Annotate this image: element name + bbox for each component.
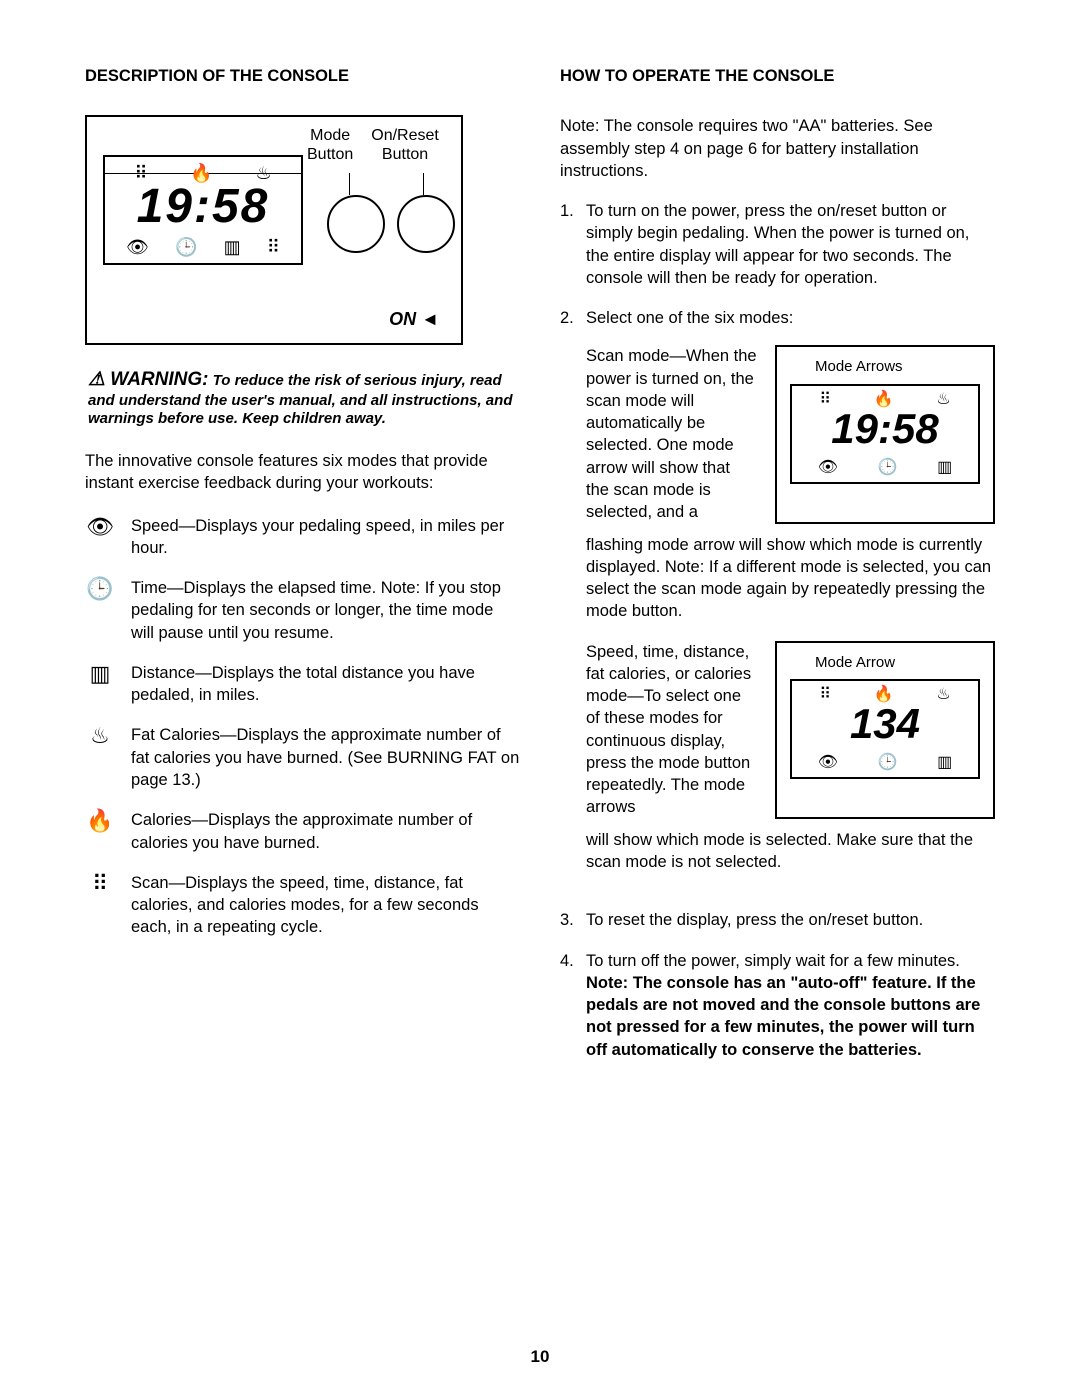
step-4: 4. To turn off the power, simply wait fo… [560, 950, 995, 1061]
mode-text: Time—Displays the elapsed time. Note: If… [131, 577, 520, 644]
time-icon: 🕒 [85, 577, 115, 644]
inset2-label: Mode Arrow [815, 653, 983, 673]
mode-item-time: 🕒 Time—Displays the elapsed time. Note: … [85, 577, 520, 644]
page-number: 10 [0, 1347, 1080, 1367]
mode-item-calories: 🔥 Calories—Displays the approximate numb… [85, 809, 520, 854]
distance-icon: ▥ [937, 457, 952, 479]
scan-after-text: flashing mode arrow will show which mode… [586, 534, 995, 623]
left-heading: DESCRIPTION OF THE CONSOLE [85, 65, 520, 87]
onreset-button[interactable] [397, 195, 455, 253]
button-labels: Mode Button On/Reset Button [307, 127, 439, 164]
mode-item-distance: ▥ Distance—Displays the total distance y… [85, 662, 520, 707]
on-indicator: ON ◄ [389, 307, 439, 331]
scan-icon: ⠿ [85, 872, 115, 939]
step4-a: To turn off the power, simply wait for a… [586, 952, 960, 970]
distance-icon: ▥ [937, 752, 952, 774]
distance-icon: ▥ [224, 235, 241, 259]
inset1-label: Mode Arrows [815, 357, 983, 377]
step-body: To turn on the power, press the on/reset… [586, 200, 995, 289]
speed-icon: 👁 [818, 457, 838, 479]
step-body: To turn off the power, simply wait for a… [586, 950, 995, 1061]
distance-icon: ▥ [85, 662, 115, 707]
modes-inset: Speed, time, distance, fat calories, or … [586, 641, 995, 819]
step-2: 2. Select one of the six modes: Scan mod… [560, 307, 995, 891]
speed-icon: 👁 [818, 752, 838, 774]
inset1-value: 19:58 [792, 408, 978, 450]
mode-button-label-1: Mode [307, 127, 353, 145]
mode-text: Calories—Displays the approximate number… [131, 809, 520, 854]
modes-inset-text: Speed, time, distance, fat calories, or … [586, 641, 757, 819]
left-column: DESCRIPTION OF THE CONSOLE Mode Button O… [85, 65, 520, 1079]
inset1-display: ⠿ 🔥 ♨ 19:58 👁 🕒 ▥ [790, 384, 980, 484]
warning-box: ⚠ WARNING: To reduce the risk of serious… [88, 369, 517, 428]
mode-item-fatcal: ♨ Fat Calories—Displays the approximate … [85, 724, 520, 791]
console-diagram: Mode Button On/Reset Button ⠿ 🔥 ♨ 19:58 [85, 115, 463, 345]
modes-after-text: will show which mode is selected. Make s… [586, 829, 995, 874]
mode-button[interactable] [327, 195, 385, 253]
intro-text: The innovative console features six mode… [85, 450, 520, 495]
right-column: HOW TO OPERATE THE CONSOLE Note: The con… [560, 65, 995, 1079]
mode-text: Scan—Displays the speed, time, distance,… [131, 872, 520, 939]
time-icon: 🕒 [878, 752, 898, 774]
step-1: 1. To turn on the power, press the on/re… [560, 200, 995, 289]
warning-lead: ⚠ WARNING: [88, 369, 208, 390]
scan2-icon: ⠿ [267, 235, 280, 259]
scan-inset-text: Scan mode—When the power is turned on, t… [586, 345, 757, 523]
mode-text: Fat Calories—Displays the approximate nu… [131, 724, 520, 791]
mode-item-scan: ⠿ Scan—Displays the speed, time, distanc… [85, 872, 520, 939]
inset-figure-1: Mode Arrows ⠿ 🔥 ♨ 19:58 👁 🕒 ▥ [775, 345, 995, 523]
speed-icon: 👁 [126, 235, 149, 259]
two-column-layout: DESCRIPTION OF THE CONSOLE Mode Button O… [85, 65, 995, 1079]
lcd-display: ⠿ 🔥 ♨ 19:58 👁 🕒 ▥ ⠿ [103, 155, 303, 265]
step-number: 3. [560, 909, 580, 931]
mode-text: Distance—Displays the total distance you… [131, 662, 520, 707]
inset-figure-2: Mode Arrow ⠿ 🔥 ♨ 134 👁 🕒 ▥ [775, 641, 995, 819]
mode-item-speed: 👁 Speed—Displays your pedaling speed, in… [85, 515, 520, 560]
scan-mode-inset: Scan mode—When the power is turned on, t… [586, 345, 995, 523]
right-heading: HOW TO OPERATE THE CONSOLE [560, 65, 995, 87]
inset2-value: 134 [792, 703, 978, 745]
calories-icon: 🔥 [85, 809, 115, 854]
time-icon: 🕒 [175, 235, 197, 259]
time-icon: 🕒 [878, 457, 898, 479]
onreset-button-label-1: On/Reset [371, 127, 439, 145]
step-3: 3. To reset the display, press the on/re… [560, 909, 995, 931]
mode-list: 👁 Speed—Displays your pedaling speed, in… [85, 515, 520, 939]
speed-icon: 👁 [85, 515, 115, 560]
mode-button-label-2: Button [307, 146, 353, 164]
onreset-button-label-2: Button [371, 146, 439, 164]
mode-text: Speed—Displays your pedaling speed, in m… [131, 515, 520, 560]
step-number: 2. [560, 307, 580, 891]
step-number: 1. [560, 200, 580, 289]
step-body: To reset the display, press the on/reset… [586, 909, 995, 931]
step-number: 4. [560, 950, 580, 1061]
battery-note: Note: The console requires two "AA" batt… [560, 115, 995, 182]
step4-b: Note: The console has an "auto-off" feat… [586, 974, 980, 1059]
step2-lead: Select one of the six modes: [586, 307, 995, 329]
display-value: 19:58 [105, 183, 301, 231]
fatcal-icon: ♨ [85, 724, 115, 791]
inset2-display: ⠿ 🔥 ♨ 134 👁 🕒 ▥ [790, 679, 980, 779]
